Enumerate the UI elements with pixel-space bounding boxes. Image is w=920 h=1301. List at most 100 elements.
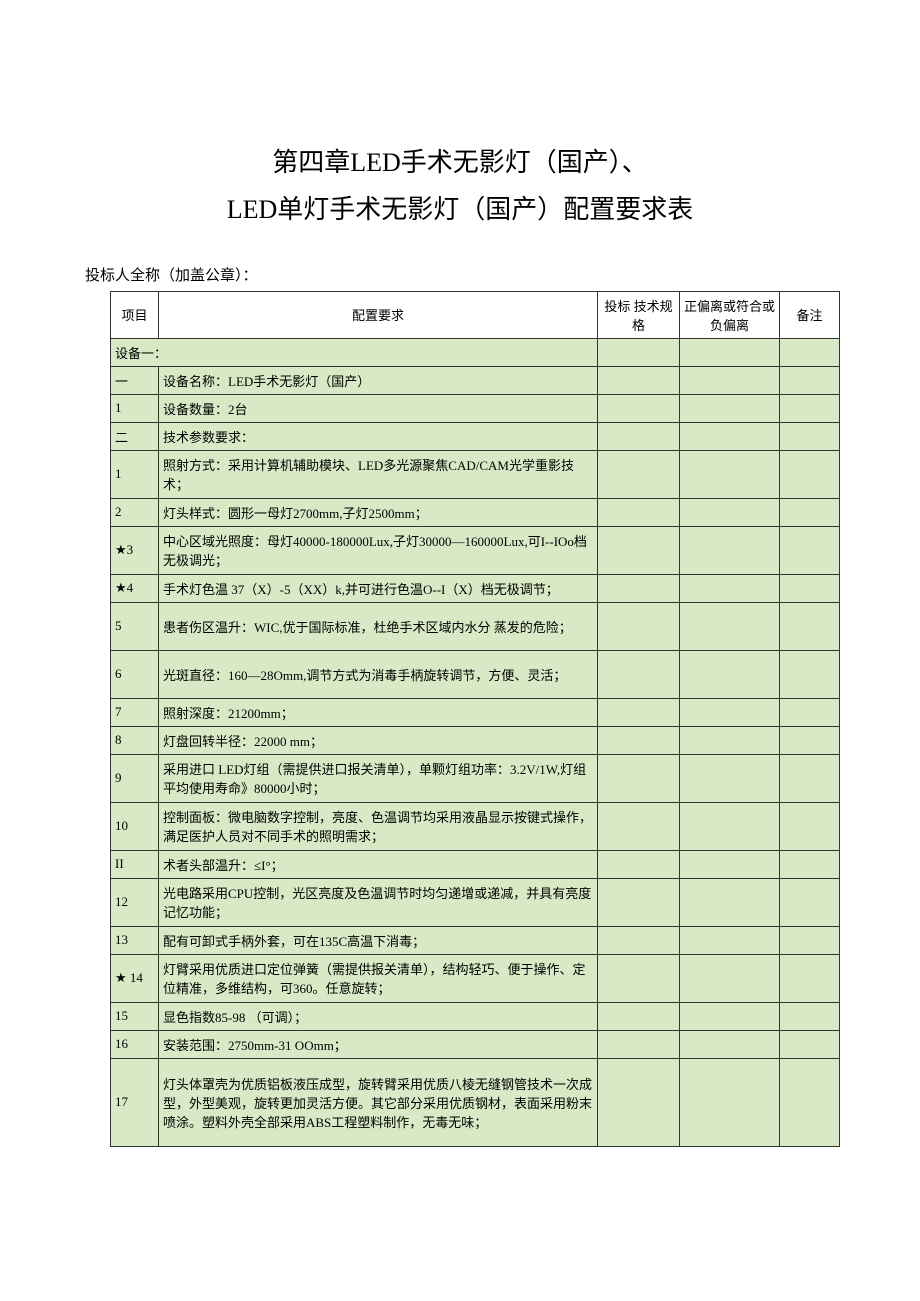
row-deviation (680, 422, 780, 450)
table-row: 一设备名称：LED手术无影灯（国产） (111, 366, 840, 394)
row-requirement: 控制面板：微电脑数字控制，亮度、色温调节均采用液晶显示按键式操作，满足医护人员对… (159, 802, 598, 850)
row-requirement: 照射深度：21200mm； (159, 698, 598, 726)
row-requirement: 手术灯色温 37（X）-5（XX）k,并可进行色温O--I（X）档无极调节； (159, 574, 598, 602)
table-row: 5患者伤区温升：WIC,优于国际标准，杜绝手术区域内水分 蒸发的危险； (111, 602, 840, 650)
row-requirement: 照射方式：采用计算机辅助模块、LED多光源聚焦CAD/CAM光学重影技术； (159, 450, 598, 498)
row-deviation (680, 526, 780, 574)
row-note (780, 650, 840, 698)
row-requirement: 术者头部温升：≤I°； (159, 850, 598, 878)
table-row: 16安装范围：2750mm-31 OOmm； (111, 1030, 840, 1058)
title-line-1: 第四章LED手术无影灯（国产）、 (80, 140, 840, 187)
row-note (780, 422, 840, 450)
row-note (780, 1002, 840, 1030)
table-body: 设备一： 一设备名称：LED手术无影灯（国产）1设备数量：2台二技术参数要求：1… (111, 338, 840, 1146)
row-note (780, 1030, 840, 1058)
config-requirements-table: 项目 配置要求 投标 技术规格 正偏离或符合或负偏离 备注 设备一： 一设备名称… (110, 291, 840, 1147)
row-requirement: 光电路采用CPU控制，光区亮度及色温调节时均匀递增或递减，并具有亮度记忆功能； (159, 878, 598, 926)
row-spec (598, 954, 680, 1002)
row-deviation (680, 1058, 780, 1146)
row-requirement: 技术参数要求： (159, 422, 598, 450)
row-note (780, 954, 840, 1002)
row-index: 1 (111, 450, 159, 498)
header-deviation: 正偏离或符合或负偏离 (680, 291, 780, 338)
row-note (780, 450, 840, 498)
row-requirement: 设备数量：2台 (159, 394, 598, 422)
row-spec (598, 650, 680, 698)
row-deviation (680, 394, 780, 422)
row-spec (598, 422, 680, 450)
table-row: 二技术参数要求： (111, 422, 840, 450)
row-spec (598, 1030, 680, 1058)
row-deviation (680, 1030, 780, 1058)
table-row: 9采用进口 LED灯组（需提供进口报关清单），单颗灯组功率：3.2V/1W,灯组… (111, 754, 840, 802)
table-row: 1设备数量：2台 (111, 394, 840, 422)
row-requirement: 灯头体罩壳为优质铝板液压成型，旋转臂采用优质八棱无缝钢管技术一次成型，外型美观，… (159, 1058, 598, 1146)
row-spec (598, 450, 680, 498)
row-spec (598, 698, 680, 726)
row-deviation (680, 954, 780, 1002)
row-requirement: 安装范围：2750mm-31 OOmm； (159, 1030, 598, 1058)
row-index: 二 (111, 422, 159, 450)
row-note (780, 802, 840, 850)
document-title: 第四章LED手术无影灯（国产）、 LED单灯手术无影灯（国产）配置要求表 (80, 140, 840, 234)
table-row: 12光电路采用CPU控制，光区亮度及色温调节时均匀递增或递减，并具有亮度记忆功能… (111, 878, 840, 926)
row-deviation (680, 650, 780, 698)
row-note (780, 526, 840, 574)
row-spec (598, 802, 680, 850)
row-note (780, 878, 840, 926)
row-note (780, 754, 840, 802)
table-row: II术者头部温升：≤I°； (111, 850, 840, 878)
row-note (780, 366, 840, 394)
table-row: ★4手术灯色温 37（X）-5（XX）k,并可进行色温O--I（X）档无极调节； (111, 574, 840, 602)
row-note (780, 574, 840, 602)
row-index: ★4 (111, 574, 159, 602)
row-deviation (680, 850, 780, 878)
row-spec (598, 366, 680, 394)
row-index: 13 (111, 926, 159, 954)
row-index: 17 (111, 1058, 159, 1146)
row-deviation (680, 726, 780, 754)
row-deviation (680, 498, 780, 526)
row-index: ★ 14 (111, 954, 159, 1002)
row-spec (598, 574, 680, 602)
row-spec (598, 1002, 680, 1030)
row-spec (598, 526, 680, 574)
row-deviation (680, 574, 780, 602)
table-row: 2灯头样式：圆形一母灯2700mm,子灯2500mm； (111, 498, 840, 526)
row-index: 一 (111, 366, 159, 394)
row-requirement: 中心区域光照度：母灯40000-180000Lux,子灯30000—160000… (159, 526, 598, 574)
row-index: 6 (111, 650, 159, 698)
table-row: 10控制面板：微电脑数字控制，亮度、色温调节均采用液晶显示按键式操作，满足医护人… (111, 802, 840, 850)
empty-cell (780, 338, 840, 366)
row-requirement: 患者伤区温升：WIC,优于国际标准，杜绝手术区域内水分 蒸发的危险； (159, 602, 598, 650)
row-requirement: 设备名称：LED手术无影灯（国产） (159, 366, 598, 394)
table-row: 8灯盘回转半径：22000 mm； (111, 726, 840, 754)
empty-cell (680, 338, 780, 366)
row-deviation (680, 926, 780, 954)
row-index: 15 (111, 1002, 159, 1030)
row-deviation (680, 366, 780, 394)
empty-cell (598, 338, 680, 366)
table-row: ★3中心区域光照度：母灯40000-180000Lux,子灯30000—1600… (111, 526, 840, 574)
row-deviation (680, 754, 780, 802)
row-note (780, 926, 840, 954)
row-spec (598, 394, 680, 422)
table-row: 6光斑直径：160—28Omm,调节方式为消毒手柄旋转调节，方便、灵活； (111, 650, 840, 698)
row-index: ★3 (111, 526, 159, 574)
row-index: 2 (111, 498, 159, 526)
row-index: 8 (111, 726, 159, 754)
row-note (780, 602, 840, 650)
row-spec (598, 754, 680, 802)
row-requirement: 灯臂采用优质进口定位弹簧（需提供报关清单），结构轻巧、便于操作、定位精准，多维结… (159, 954, 598, 1002)
row-requirement: 灯头样式：圆形一母灯2700mm,子灯2500mm； (159, 498, 598, 526)
row-requirement: 采用进口 LED灯组（需提供进口报关清单），单颗灯组功率：3.2V/1W,灯组平… (159, 754, 598, 802)
table-row: 15显色指数85-98 （可调）； (111, 1002, 840, 1030)
row-requirement: 光斑直径：160—28Omm,调节方式为消毒手柄旋转调节，方便、灵活； (159, 650, 598, 698)
row-deviation (680, 450, 780, 498)
row-note (780, 394, 840, 422)
row-deviation (680, 602, 780, 650)
row-deviation (680, 698, 780, 726)
row-spec (598, 878, 680, 926)
row-index: 9 (111, 754, 159, 802)
row-deviation (680, 878, 780, 926)
